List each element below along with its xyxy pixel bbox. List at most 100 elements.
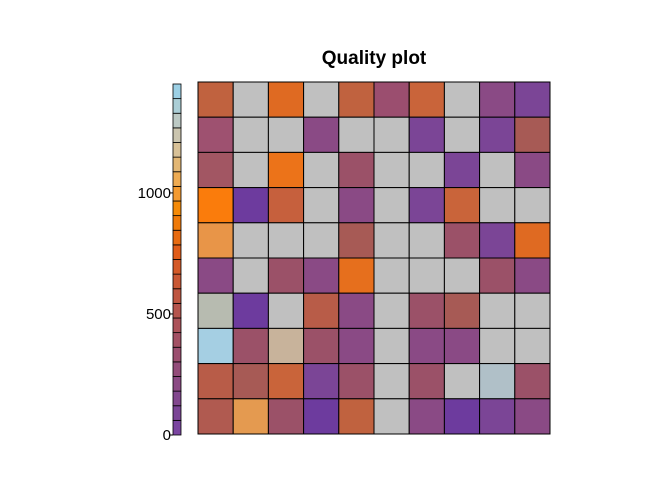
heatmap-cell [373,116,410,153]
heatmap-cell [408,151,445,189]
heatmap-cell [443,363,481,400]
heatmap-cell [443,292,481,329]
heatmap-cell [267,398,305,435]
heatmap-cell [338,292,375,329]
heatmap-cell [267,363,305,400]
heatmap-cell [373,292,410,329]
heatmap-cell [197,81,234,118]
heatmap-cell [232,292,269,329]
legend-swatch [172,302,182,319]
heatmap-cell [197,187,234,224]
heatmap-cell [232,363,269,400]
heatmap-cell [514,222,551,259]
heatmap-cell [479,151,516,189]
heatmap-cell [232,257,269,294]
legend-swatch [172,419,182,436]
heatmap-cell [267,257,305,294]
heatmap-cell [303,81,340,118]
legend-swatch [172,156,182,173]
heatmap-cell [303,292,340,329]
heatmap-cell [197,151,234,189]
legend-swatch [172,215,182,231]
legend-swatch [172,229,182,246]
heatmap-cell [408,116,445,153]
legend-swatch [172,390,182,407]
heatmap-cell [408,222,445,259]
heatmap-cell [197,116,234,153]
heatmap-cell [267,151,305,189]
heatmap-cell [373,187,410,224]
legend-swatch [172,142,182,158]
heatmap-cell [479,292,516,329]
legend-swatch [172,127,182,143]
heatmap-cell [303,222,340,259]
legend-swatch [172,98,182,114]
heatmap-cell [373,222,410,259]
legend-swatch [172,317,182,334]
heatmap-cell [232,116,269,153]
heatmap-cell [267,222,305,259]
heatmap-cell [408,187,445,224]
heatmap-cell [408,398,445,435]
heatmap-cell [197,292,234,329]
heatmap-cell [232,151,269,189]
heatmap-cell [479,116,516,153]
heatmap-cell [479,327,516,365]
heatmap-cell [232,81,269,118]
heatmap-grid [197,81,551,435]
heatmap-cell [338,327,375,365]
heatmap-cell [479,222,516,259]
heatmap-cell [373,81,410,118]
heatmap-cell [373,363,410,400]
legend-swatch [172,288,182,304]
legend-swatch [172,346,182,363]
heatmap-cell [232,398,269,435]
heatmap-cell [267,81,305,118]
heatmap-cell [408,257,445,294]
heatmap-cell [443,187,481,224]
heatmap-cell [514,257,551,294]
heatmap-cell [338,81,375,118]
heatmap-cell [338,363,375,400]
legend-swatch [172,200,182,217]
heatmap-cell [408,363,445,400]
legend-swatch [172,259,182,275]
heatmap-cell [443,327,481,365]
heatmap-cell [303,257,340,294]
heatmap-cell [514,151,551,189]
heatmap-cell [267,116,305,153]
heatmap-cell [514,81,551,118]
legend-swatch [172,405,182,421]
heatmap-cell [232,327,269,365]
heatmap-cell [303,151,340,189]
heatmap-cell [443,151,481,189]
heatmap-cell [373,327,410,365]
heatmap-cell [338,398,375,435]
legend-swatch [172,332,182,348]
heatmap-cell [303,398,340,435]
legend-swatch [172,361,182,377]
heatmap-cell [303,187,340,224]
heatmap-cell [373,257,410,294]
heatmap-cell [338,187,375,224]
heatmap-cell [443,398,481,435]
heatmap-cell [232,222,269,259]
heatmap-cell [479,81,516,118]
heatmap-cell [232,187,269,224]
color-legend-ticks: 0 500 1000 [138,185,173,444]
color-legend [172,83,182,436]
heatmap-cell [338,257,375,294]
heatmap-cell [443,257,481,294]
legend-swatch [172,244,182,260]
heatmap-cell [514,116,551,153]
heatmap-cell [197,222,234,259]
heatmap-cell [373,151,410,189]
heatmap-cell [479,187,516,224]
heatmap-cell [197,327,234,365]
heatmap-cell [408,327,445,365]
legend-tick-label: 500 [146,306,171,323]
heatmap-cell [479,398,516,435]
legend-swatch [172,273,182,290]
heatmap-cell [408,292,445,329]
